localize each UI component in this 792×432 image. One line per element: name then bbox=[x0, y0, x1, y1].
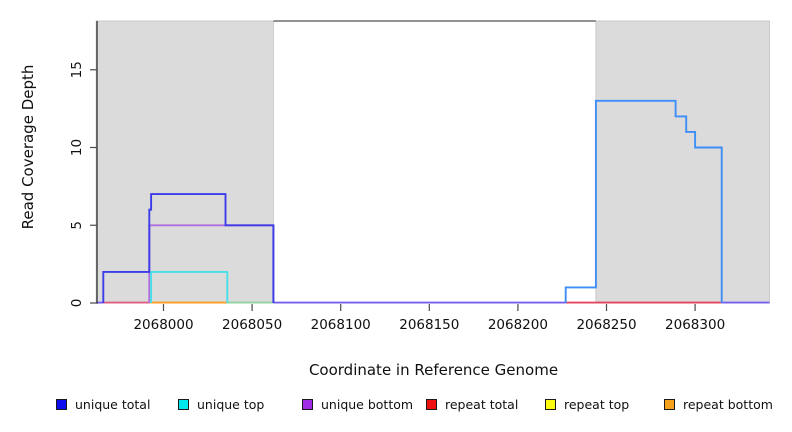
x-tick-label: 2068200 bbox=[488, 317, 548, 333]
y-axis-title: Read Coverage Depth bbox=[19, 64, 37, 230]
x-axis-title: Coordinate in Reference Genome bbox=[308, 361, 559, 379]
x-tick-label: 2068100 bbox=[311, 317, 371, 333]
x-tick-label: 2068050 bbox=[222, 317, 282, 333]
coverage-step-line-unique-total bbox=[564, 99, 723, 303]
y-tick-label: 0 bbox=[69, 299, 85, 308]
shaded-repeat-region bbox=[95, 20, 274, 304]
y-tick-label: 15 bbox=[69, 61, 85, 78]
shaded-repeat-region bbox=[595, 20, 770, 304]
x-tick-label: 2068000 bbox=[133, 317, 193, 333]
y-tick-label: 5 bbox=[69, 221, 85, 230]
y-tick-label: 10 bbox=[69, 139, 85, 156]
coverage-step-line-unique-total bbox=[102, 193, 275, 303]
coverage-step-line-unique-top bbox=[150, 270, 229, 303]
x-tick-label: 2068300 bbox=[665, 317, 725, 333]
x-tick-label: 2068250 bbox=[576, 317, 636, 333]
x-tick-label: 2068150 bbox=[399, 317, 459, 333]
